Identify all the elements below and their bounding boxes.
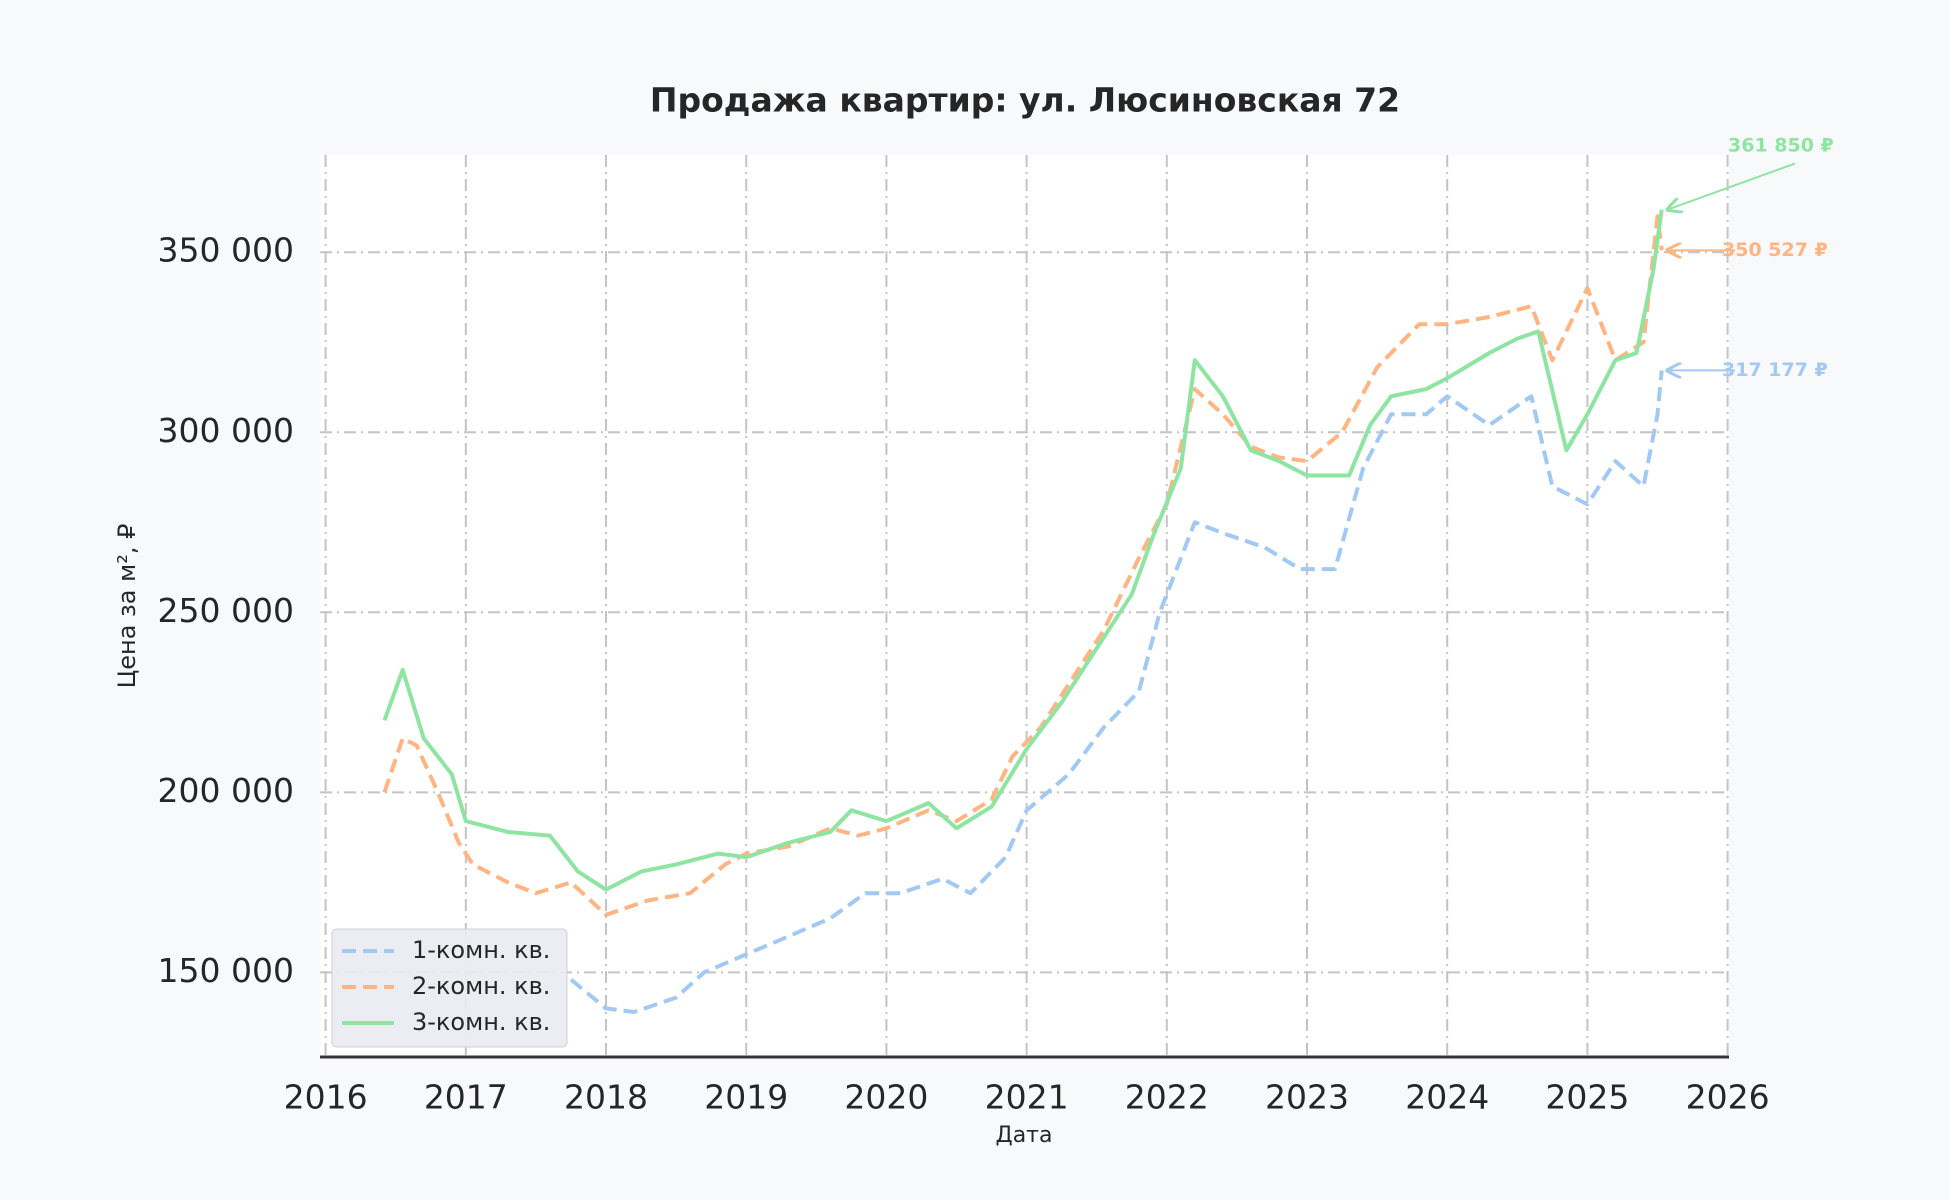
legend-label: 3-комн. кв. xyxy=(412,1008,550,1036)
end-label: 361 850 ₽ xyxy=(1728,135,1834,157)
plot-area xyxy=(320,155,1729,1057)
x-tick-label: 2026 xyxy=(1686,1078,1770,1117)
lines xyxy=(382,209,1664,1014)
y-tick-label: 150 000 xyxy=(158,951,294,990)
x-tick-label: 2019 xyxy=(704,1078,788,1117)
x-tick-label: 2017 xyxy=(424,1078,508,1117)
y-tick-label: 250 000 xyxy=(158,591,294,630)
legend-label: 1-комн. кв. xyxy=(412,936,550,964)
series-line xyxy=(569,370,1664,1014)
x-tick-label: 2020 xyxy=(844,1078,928,1117)
y-tick-label: 300 000 xyxy=(158,411,294,450)
y-axis-label: Цена за м², ₽ xyxy=(113,524,141,689)
legend: 1-комн. кв. 2-комн. кв. 3-комн. кв. xyxy=(331,928,568,1048)
x-tick-label: 2024 xyxy=(1405,1078,1489,1117)
x-tick-label: 2025 xyxy=(1545,1078,1629,1117)
x-tick-label: 2022 xyxy=(1125,1078,1209,1117)
y-tick-label: 200 000 xyxy=(158,771,294,810)
grid xyxy=(320,155,1729,1057)
end-label: 350 527 ₽ xyxy=(1722,239,1828,261)
x-tick-label: 2016 xyxy=(284,1078,368,1117)
series-line xyxy=(382,214,1664,917)
chart-title: Продажа квартир: ул. Люсиновская 72 xyxy=(650,81,1400,120)
legend-label: 2-комн. кв. xyxy=(412,972,550,1000)
series-line xyxy=(382,209,1664,892)
end-label: 317 177 ₽ xyxy=(1722,359,1828,381)
x-axis-label: Дата xyxy=(996,1123,1053,1148)
x-tick-label: 2021 xyxy=(985,1078,1069,1117)
legend-box xyxy=(331,928,568,1048)
x-tick-label: 2018 xyxy=(564,1078,648,1117)
y-tick-label: 350 000 xyxy=(158,231,294,270)
annotation-arrow xyxy=(1668,162,1796,210)
x-tick-label: 2023 xyxy=(1265,1078,1349,1117)
